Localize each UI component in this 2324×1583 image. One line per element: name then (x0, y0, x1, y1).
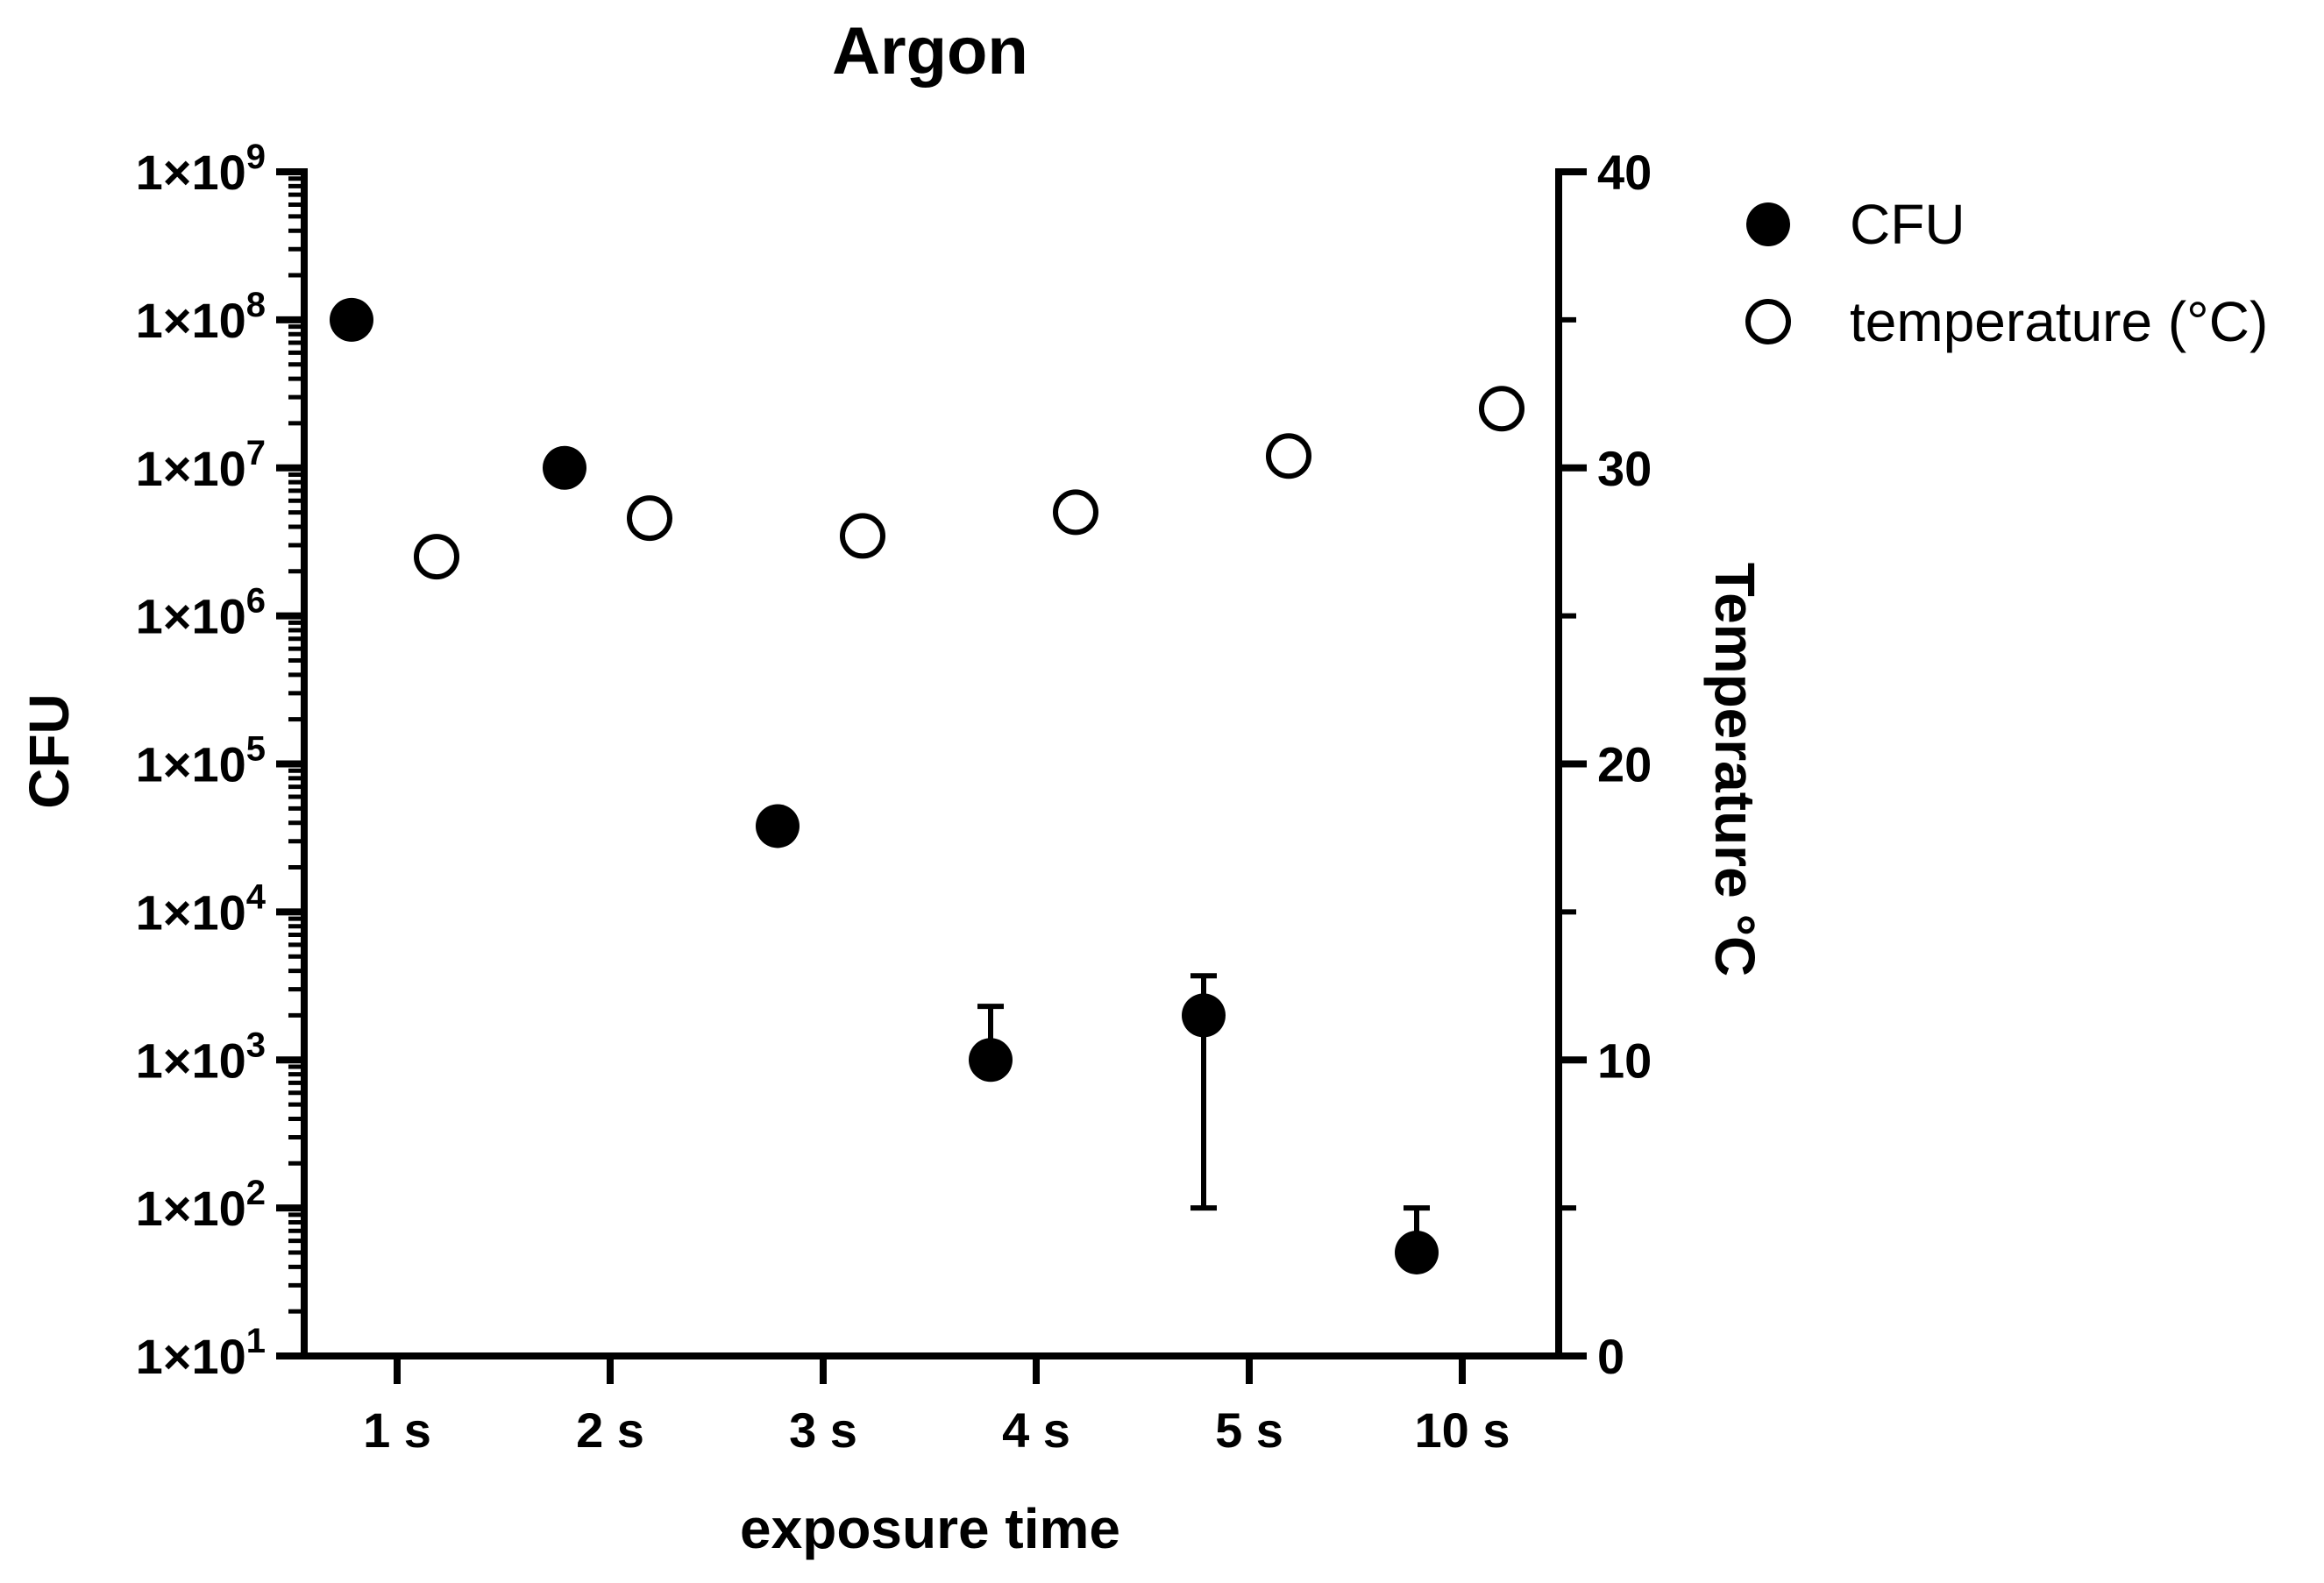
legend: CFU temperature (°C) (1745, 193, 2268, 353)
cfu-point (969, 1038, 1013, 1083)
y-tick-label: 1×103 (136, 1026, 266, 1088)
temperature-point (1053, 489, 1098, 536)
legend-cfu-marker (1746, 202, 1790, 246)
y-tick-label: 1×109 (136, 138, 266, 200)
x-axis-label: exposure time (740, 1497, 1120, 1560)
y-tick-label: 1×107 (136, 434, 266, 496)
y-tick-label: 1×106 (136, 582, 266, 644)
y-tick-label: 1×104 (136, 877, 267, 940)
temperature-point (1266, 433, 1311, 479)
chart-title: Argon (832, 14, 1028, 89)
x-tick-label: 10 s (1415, 1402, 1510, 1458)
y-tick-label: 1×108 (136, 286, 266, 348)
data-markers (330, 297, 1524, 1274)
x-tick-label: 2 s (576, 1402, 644, 1458)
legend-cfu-label: CFU (1850, 193, 1965, 256)
cfu-point (1395, 1230, 1439, 1274)
x-tick-label: 3 s (789, 1402, 857, 1458)
cfu-point (1182, 993, 1226, 1038)
y2-tick-label: 0 (1597, 1329, 1624, 1384)
x-tick-label: 1 s (363, 1402, 431, 1458)
y-axis-label: CFU (18, 693, 81, 809)
y2-axis-label: Temperature °C (1703, 563, 1766, 977)
cfu-point (330, 297, 373, 342)
y2-tick-label: 20 (1597, 737, 1652, 792)
y2-tick-label: 10 (1597, 1033, 1652, 1088)
x-tick-label: 4 s (1002, 1402, 1070, 1458)
temperature-point (414, 534, 459, 580)
y2-tick-label: 30 (1597, 441, 1652, 496)
cfu-point (756, 804, 800, 848)
legend-temperature-label: temperature (°C) (1850, 290, 2268, 353)
cfu-point (543, 445, 586, 490)
temperature-point (627, 495, 672, 542)
temperature-point (840, 513, 885, 559)
axes: 1×101 1×102 1×103 1×104 1×105 1×106 1×107 1×108… (136, 138, 1652, 1458)
temperature-point (1479, 386, 1524, 432)
x-tick-label: 5 s (1215, 1402, 1283, 1458)
y-tick-label: 1×105 (136, 730, 266, 792)
legend-temperature-marker (1745, 299, 1791, 344)
y-tick-label: 1×102 (136, 1174, 266, 1236)
y2-tick-label: 40 (1597, 145, 1652, 200)
y-tick-label: 1×101 (136, 1322, 266, 1384)
